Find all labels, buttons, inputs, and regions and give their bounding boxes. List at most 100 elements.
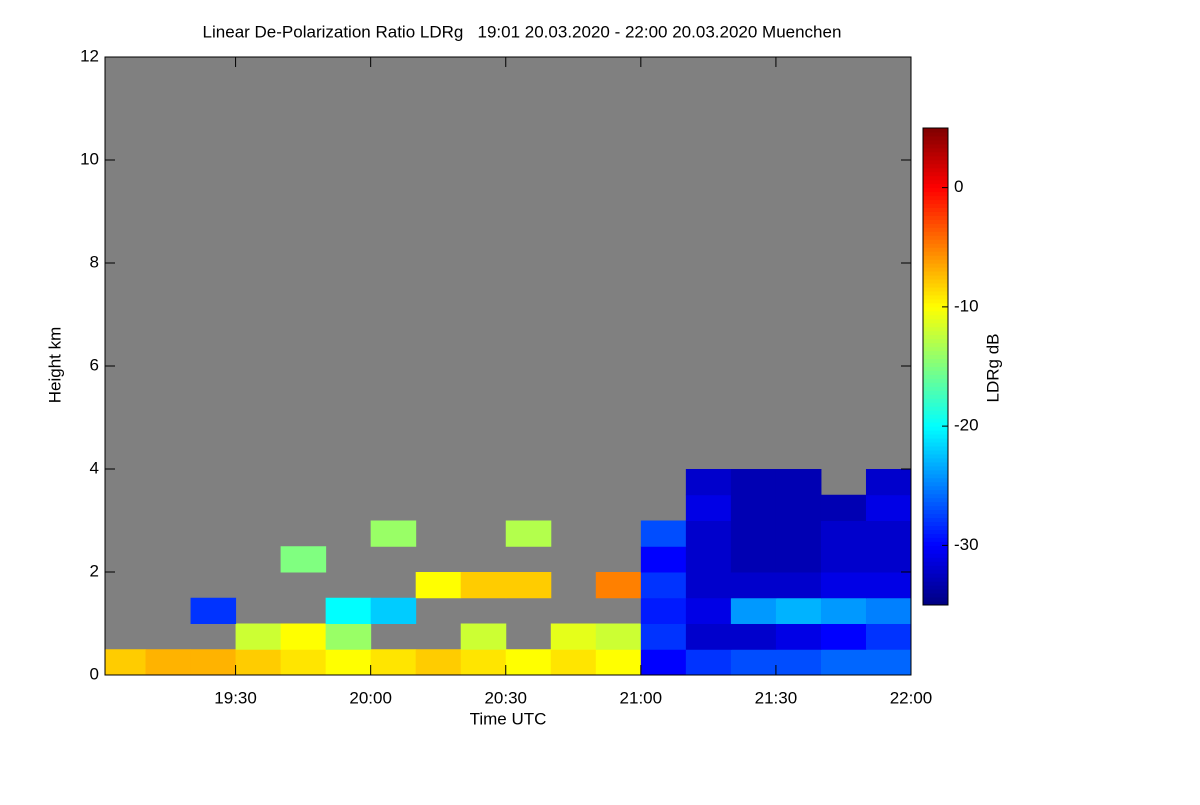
heatmap-cell: [865, 494, 912, 521]
colorbar-segment: [923, 350, 948, 356]
heatmap-cell: [325, 597, 372, 624]
colorbar-segment: [923, 497, 948, 503]
heatmap-cell: [865, 469, 912, 496]
colorbar-segment: [923, 517, 948, 523]
colorbar-segment: [923, 430, 948, 435]
heatmap-cell: [730, 572, 777, 599]
x-tick-label: 22:00: [890, 688, 933, 707]
heatmap-cell: [235, 623, 282, 650]
colorbar-tick-label: -30: [954, 535, 979, 554]
colorbar-segment: [923, 338, 948, 344]
heatmap-cell: [820, 546, 867, 573]
heatmap-cell: [865, 572, 912, 599]
colorbar-segment: [923, 453, 948, 459]
colorbar-segment: [923, 489, 948, 495]
colorbar-segment: [923, 581, 948, 586]
colorbar-segment: [923, 167, 948, 173]
colorbar-segment: [923, 195, 948, 201]
colorbar-segment: [923, 366, 948, 371]
heatmap-cell: [865, 623, 912, 650]
colorbar-segment: [923, 298, 948, 304]
heatmap-cell: [415, 572, 462, 599]
colorbar-segment: [923, 310, 948, 316]
heatmap-cell: [370, 520, 417, 547]
y-tick-label: 2: [90, 561, 99, 580]
colorbar-segment: [923, 422, 948, 427]
heatmap-cell: [505, 572, 552, 599]
heatmap-cell: [235, 649, 282, 676]
colorbar-segment: [923, 457, 948, 463]
colorbar-segment: [923, 386, 948, 391]
heatmap-cell: [370, 649, 417, 676]
colorbar-segment: [923, 203, 948, 208]
x-tick-label: 19:30: [214, 688, 257, 707]
colorbar-segment: [923, 275, 948, 280]
colorbar-segment: [923, 318, 948, 324]
colorbar-segment: [923, 135, 948, 141]
colorbar-segment: [923, 139, 948, 145]
heatmap-cell: [595, 623, 642, 650]
colorbar-segment: [923, 573, 948, 578]
heatmap-cell: [865, 520, 912, 547]
colorbar-segment: [923, 565, 948, 570]
colorbar-segment: [923, 223, 948, 228]
colorbar-segment: [923, 521, 948, 526]
heatmap-cell: [280, 649, 327, 676]
colorbar-segment: [923, 537, 948, 542]
colorbar-segment: [923, 243, 948, 248]
colorbar-segment: [923, 414, 948, 419]
colorbar-segment: [923, 469, 948, 475]
colorbar-segment: [923, 163, 948, 169]
heatmap-cell: [640, 649, 687, 676]
y-axis-label: Height km: [45, 327, 64, 404]
colorbar-segment: [923, 322, 948, 328]
colorbar-segment: [923, 334, 948, 340]
heatmap-cell: [595, 572, 642, 599]
colorbar-segment: [923, 398, 948, 403]
colorbar-segment: [923, 211, 948, 216]
heatmap-cell: [640, 572, 687, 599]
colorbar-segment: [923, 589, 948, 594]
colorbar-segment: [923, 513, 948, 519]
colorbar-segment: [923, 505, 948, 511]
colorbar-frame: [922, 127, 949, 606]
colorbar-segment: [923, 374, 948, 379]
colorbar-segment: [923, 406, 948, 411]
colorbar-segment: [923, 287, 948, 292]
colorbar-segment: [923, 302, 948, 308]
colorbar-segment: [923, 493, 948, 499]
heatmap-cell: [685, 520, 732, 547]
x-tick-label: 21:00: [620, 688, 663, 707]
heatmap-cell: [775, 494, 822, 521]
heatmap-cell: [145, 649, 192, 676]
heatmap-cell: [640, 520, 687, 547]
colorbar-segment: [923, 239, 948, 244]
colorbar-segment: [923, 569, 948, 574]
colorbar-segment: [923, 175, 948, 181]
colorbar-segment: [923, 199, 948, 205]
heatmap-cell: [865, 649, 912, 676]
heatmap-cell: [820, 597, 867, 624]
colorbar-tick-label: -20: [954, 416, 979, 435]
colorbar-segment: [923, 255, 948, 260]
colorbar-label: LDRg dB: [983, 334, 1002, 403]
colorbar-segment: [923, 159, 948, 165]
heatmap-cell: [190, 597, 237, 624]
colorbar-segment: [923, 577, 948, 582]
heatmap-cell: [775, 520, 822, 547]
colorbar-segment: [923, 593, 948, 598]
colorbar-segment: [923, 354, 948, 360]
colorbar-segment: [923, 342, 948, 348]
colorbar-segment: [923, 597, 948, 602]
heatmap-cell: [820, 572, 867, 599]
colorbar-segment: [923, 290, 948, 296]
heatmap-cell: [460, 572, 507, 599]
heatmap-cell: [730, 623, 777, 650]
heatmap-cell: [105, 649, 147, 676]
heatmap-cell: [685, 649, 732, 676]
heatmap-cell: [685, 597, 732, 624]
colorbar-segment: [923, 227, 948, 232]
heatmap-cell: [775, 469, 822, 496]
colorbar-segment: [923, 128, 948, 133]
